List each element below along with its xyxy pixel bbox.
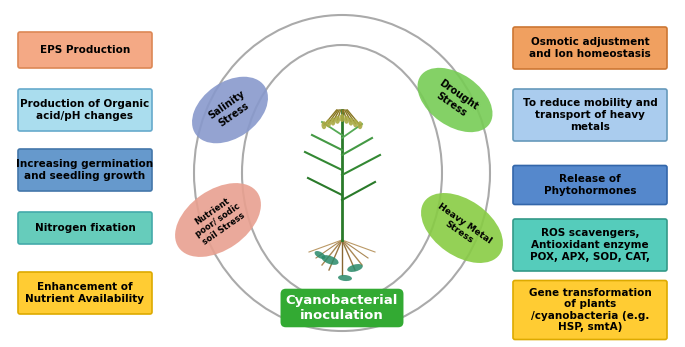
Text: ROS scavengers,
Antioxidant enzyme
POX, APX, SOD, CAT,: ROS scavengers, Antioxidant enzyme POX, …	[530, 228, 650, 262]
Ellipse shape	[314, 251, 325, 259]
Ellipse shape	[192, 77, 268, 143]
Ellipse shape	[335, 116, 340, 124]
Text: Nitrogen fixation: Nitrogen fixation	[35, 223, 136, 233]
FancyBboxPatch shape	[18, 272, 152, 314]
Ellipse shape	[344, 116, 349, 124]
FancyBboxPatch shape	[513, 219, 667, 271]
Ellipse shape	[353, 119, 358, 127]
Text: Release of
Phytohormones: Release of Phytohormones	[544, 174, 636, 196]
Text: Osmotic adjustment
and Ion homeostasis: Osmotic adjustment and Ion homeostasis	[529, 37, 651, 59]
Ellipse shape	[175, 183, 261, 257]
FancyBboxPatch shape	[513, 280, 667, 339]
FancyBboxPatch shape	[18, 212, 152, 244]
FancyBboxPatch shape	[18, 149, 152, 191]
Text: Heavy Metal
Stress: Heavy Metal Stress	[430, 202, 494, 254]
Text: Nutrient
poor/ sodic
soil Stress: Nutrient poor/ sodic soil Stress	[188, 193, 248, 247]
Text: Increasing germination
and seedling growth: Increasing germination and seedling grow…	[16, 159, 153, 181]
Text: Enhancement of
Nutrient Availability: Enhancement of Nutrient Availability	[25, 282, 145, 304]
Ellipse shape	[330, 118, 336, 126]
Text: Production of Organic
acid/pH changes: Production of Organic acid/pH changes	[21, 99, 149, 121]
Text: Salinity
Stress: Salinity Stress	[207, 89, 253, 131]
FancyBboxPatch shape	[513, 89, 667, 141]
Text: To reduce mobility and
transport of heavy
metals: To reduce mobility and transport of heav…	[523, 99, 658, 132]
Ellipse shape	[326, 119, 331, 127]
Text: Gene transformation
of plants
/cyanobacteria (e.g.
HSP, smtA): Gene transformation of plants /cyanobact…	[529, 288, 651, 332]
Ellipse shape	[340, 114, 345, 122]
FancyBboxPatch shape	[18, 89, 152, 131]
Ellipse shape	[338, 275, 352, 281]
FancyBboxPatch shape	[18, 32, 152, 68]
FancyBboxPatch shape	[513, 166, 667, 204]
Text: Drought
Stress: Drought Stress	[430, 78, 480, 122]
Ellipse shape	[421, 193, 503, 263]
Ellipse shape	[321, 255, 338, 265]
Ellipse shape	[417, 68, 493, 132]
Ellipse shape	[358, 121, 362, 129]
Ellipse shape	[349, 118, 353, 126]
Ellipse shape	[321, 121, 327, 129]
Text: EPS Production: EPS Production	[40, 45, 130, 55]
Ellipse shape	[347, 264, 363, 272]
Text: Cyanobacterial
inoculation: Cyanobacterial inoculation	[286, 294, 398, 322]
FancyBboxPatch shape	[513, 27, 667, 69]
